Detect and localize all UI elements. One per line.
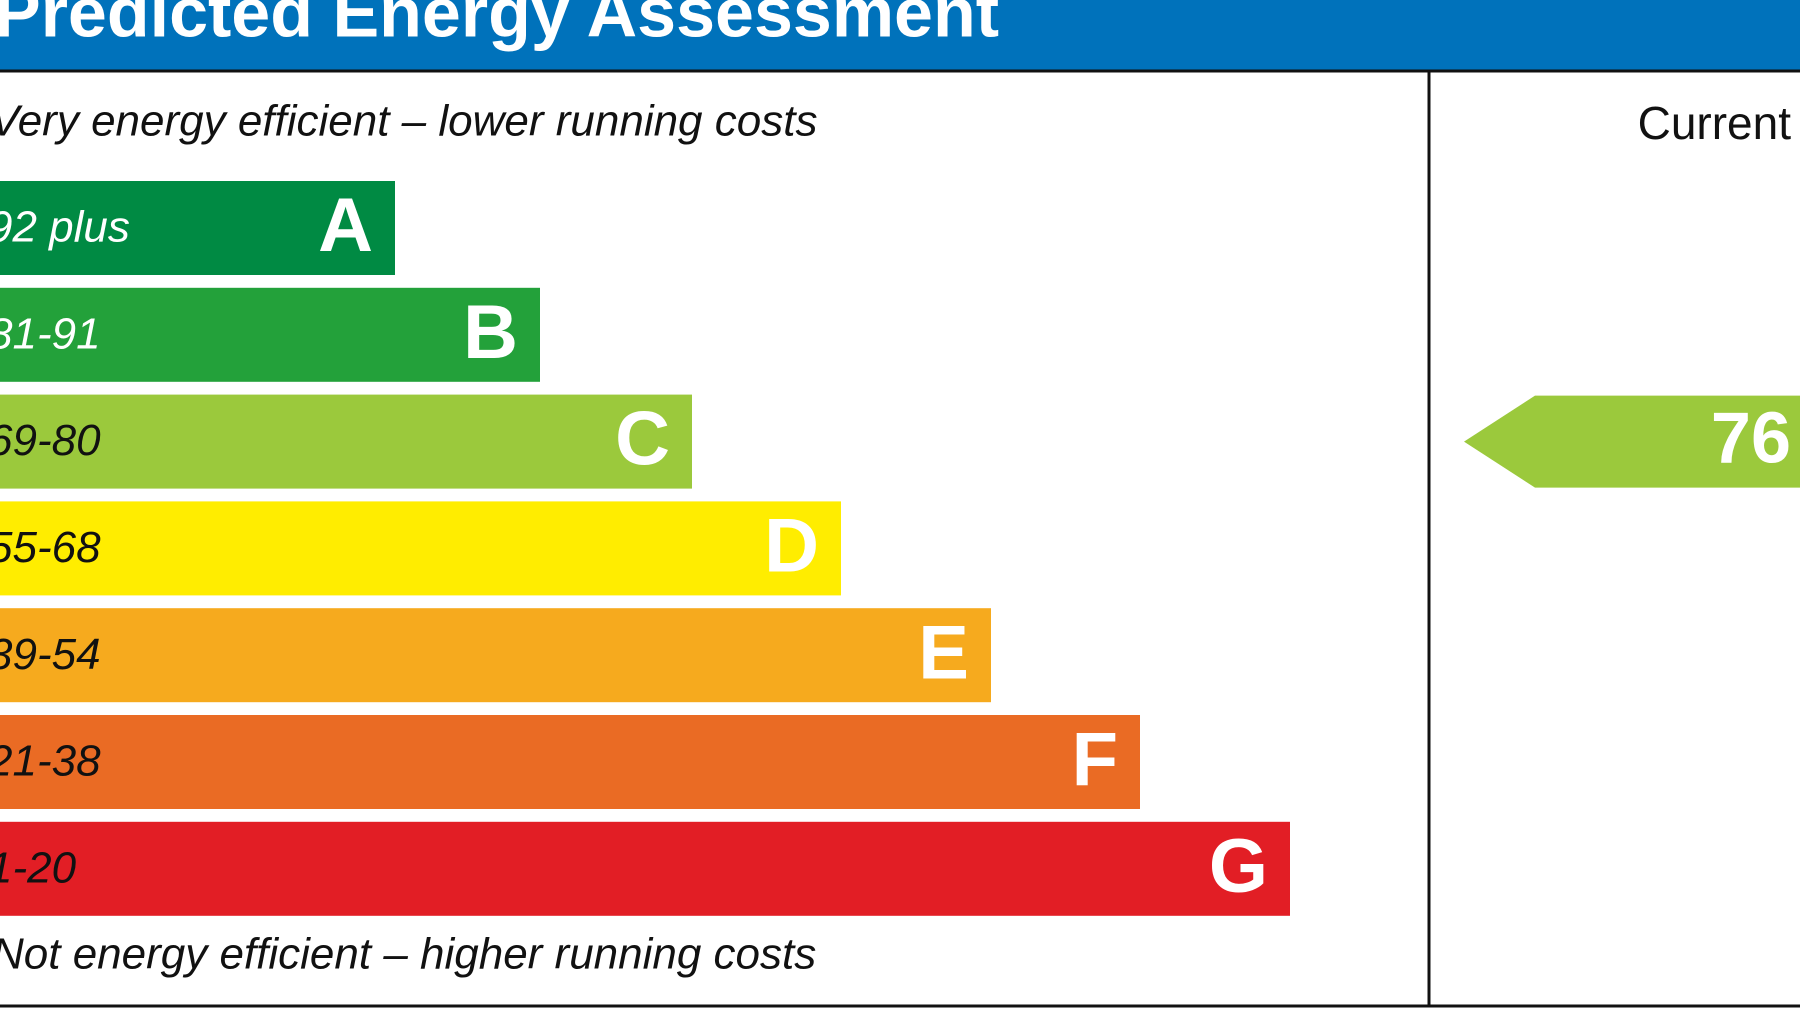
band-letter: E [918,610,969,695]
band-bar [0,287,540,382]
current-label: Current [1638,97,1792,149]
current-value: 76 [1711,399,1791,479]
band-letter: A [318,183,373,268]
band-bar [0,181,395,275]
band-letter: B [463,290,518,375]
band-letter: F [1072,717,1118,802]
band-bar [0,608,991,703]
band-bar [0,715,1140,809]
band-range: 1-20 [0,843,77,892]
band-range: 81-91 [0,309,101,358]
band-letter: C [615,397,670,482]
band-bar [0,501,841,596]
band-bar [0,821,1290,916]
band-letter: G [1209,824,1268,909]
top-note: Very energy efficient – lower running co… [0,97,817,146]
band-range: 21-38 [0,737,101,786]
band-range: 69-80 [0,416,101,465]
current-arrow [1464,395,1800,488]
header-title: Predicted Energy Assessment [0,0,999,51]
band-letter: D [764,503,819,588]
bottom-note: Not energy efficient – higher running co… [0,930,816,979]
header-bar [0,0,1800,71]
band-range: 92 plus [0,203,130,252]
band-range: 55-68 [0,523,101,572]
band-range: 39-54 [0,630,101,679]
band-bar [0,394,692,489]
